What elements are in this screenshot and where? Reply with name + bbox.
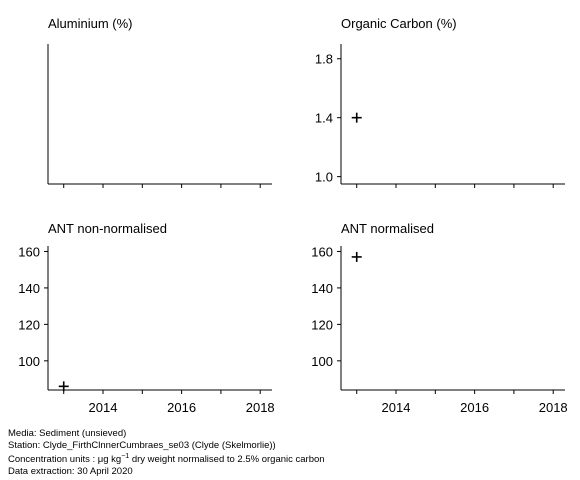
y-tick-label: 140 — [18, 281, 40, 296]
y-tick-label: 160 — [18, 244, 40, 259]
station-note: Station: Clyde_FirthClnnerCumbraes_se03 … — [8, 439, 276, 451]
media-note: Media: Sediment (unsieved) — [8, 428, 127, 439]
chart-panel-3: ANT non-normalised 2014 2016 2018 100 120 140 1… — [18, 221, 274, 415]
data-point-marker — [58, 381, 69, 392]
x-tick-label: 2016 — [460, 400, 489, 415]
panel-title: Aluminium (%) — [48, 16, 133, 31]
chart-panel-1: Aluminium (%) — [47, 16, 272, 188]
x-tick-label: 2014 — [382, 400, 411, 415]
units-suffix: dry weight normalised to 2.5% organic ca… — [129, 454, 325, 466]
y-tick-label: 160 — [311, 244, 333, 259]
data-point-marker — [351, 112, 362, 123]
chart-footer: Media: Sediment (unsieved) Station: Clyd… — [8, 428, 325, 477]
y-tick-label: 1.4 — [315, 111, 333, 126]
extraction-note: Data extraction: 30 April 2020 — [8, 465, 133, 477]
units-note: Concentration units : μg kg−1 dry weight… — [8, 451, 325, 466]
units-exponent: −1 — [121, 453, 130, 460]
x-tick-label: 2018 — [539, 400, 568, 415]
data-point-marker — [351, 251, 362, 262]
y-tick-label: 140 — [311, 281, 333, 296]
panel-title: ANT non-normalised — [48, 221, 167, 236]
panel-title: Organic Carbon (%) — [341, 16, 457, 31]
chart-panel-2: Organic Carbon (%) 1.0 1.4 1.8 — [315, 16, 565, 188]
y-tick-label: 120 — [311, 317, 333, 332]
y-tick-label: 1.0 — [315, 170, 333, 185]
chart-panel-4: ANT normalised 2014 2016 2018 100 120 140 160 — [311, 221, 567, 415]
y-tick-label: 100 — [18, 354, 40, 369]
units-prefix: Concentration units : μg kg — [8, 454, 122, 466]
y-tick-label: 120 — [18, 317, 40, 332]
panel-title: ANT normalised — [341, 221, 434, 236]
y-tick-label: 100 — [311, 354, 333, 369]
x-tick-label: 2014 — [89, 400, 118, 415]
y-tick-label: 1.8 — [315, 52, 333, 67]
x-tick-label: 2018 — [246, 400, 275, 415]
x-tick-label: 2016 — [167, 400, 196, 415]
